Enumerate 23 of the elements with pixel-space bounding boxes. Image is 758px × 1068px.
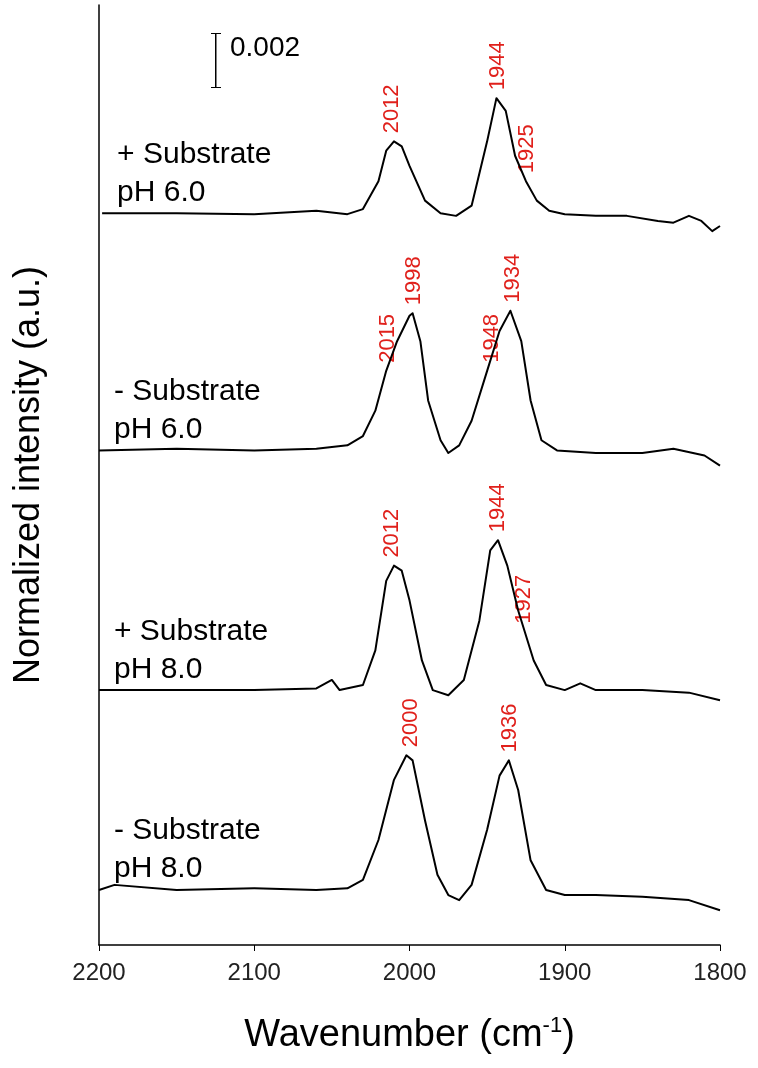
annotation: 1944 xyxy=(483,483,509,533)
annotation: 1948 xyxy=(477,313,503,363)
series-label: - Substrate pH 8.0 xyxy=(114,812,261,884)
x-tick-label: 1900 xyxy=(538,957,592,985)
y-axis-title: Normalized intensity (a.u.) xyxy=(5,265,47,685)
series-label: - Substrate pH 6.0 xyxy=(114,372,261,444)
x-tick-label: 1800 xyxy=(693,957,747,985)
annotation: 1944 xyxy=(483,41,509,91)
x-tick-label: 2200 xyxy=(72,957,126,985)
annotation: 1936 xyxy=(496,703,522,753)
x-tick-label: 2000 xyxy=(382,957,437,985)
annotation: 2012 xyxy=(378,84,404,134)
annotation: 1998 xyxy=(400,256,426,306)
text: 0.002 xyxy=(230,30,301,62)
series-label: + Substrate pH 8.0 xyxy=(114,612,269,684)
annotation: 1934 xyxy=(499,253,525,303)
annotation: 1927 xyxy=(510,574,536,624)
series-label: + Substrate pH 6.0 xyxy=(117,135,272,207)
annotation: 2000 xyxy=(397,698,422,748)
annotation: 2012 xyxy=(378,508,404,558)
annotation: 2015 xyxy=(373,313,399,363)
x-tick-label: 2100 xyxy=(227,957,281,985)
annotation: 1925 xyxy=(513,124,539,174)
